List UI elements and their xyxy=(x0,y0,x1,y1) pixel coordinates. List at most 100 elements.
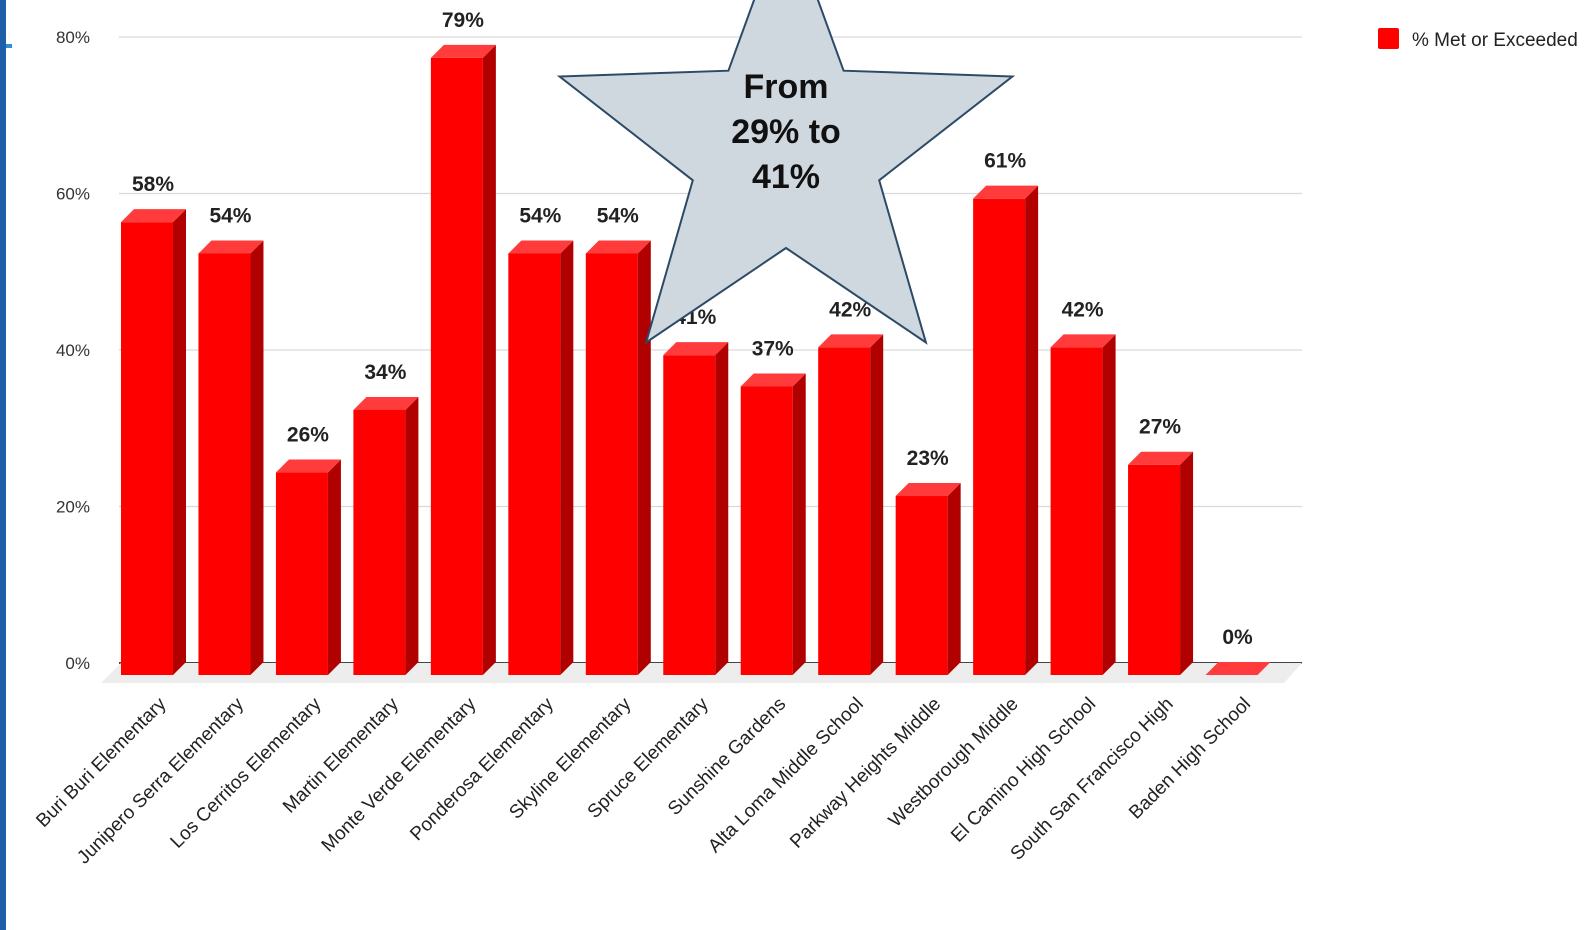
bar-front xyxy=(973,198,1026,676)
bar-top xyxy=(1205,662,1271,675)
bar-side xyxy=(405,396,419,675)
data-label: 34% xyxy=(364,361,406,384)
star-shape xyxy=(556,0,1016,345)
bar xyxy=(353,396,419,675)
bar-side xyxy=(870,334,884,675)
bar-top xyxy=(973,185,1039,199)
bar xyxy=(973,185,1039,676)
category-label: El Camino High School xyxy=(947,694,1100,847)
bar-top xyxy=(430,44,496,58)
bar-front xyxy=(430,57,483,675)
bar-top xyxy=(585,240,651,254)
bar-front xyxy=(353,409,406,675)
data-label: 54% xyxy=(209,204,251,227)
bar xyxy=(1128,451,1194,675)
data-label: 79% xyxy=(442,9,484,32)
data-label: 42% xyxy=(829,298,871,321)
legend: % Met or Exceeded xyxy=(1378,28,1578,51)
bar xyxy=(663,342,729,675)
data-label: 0% xyxy=(1222,626,1253,649)
callout-line-2: 29% to xyxy=(731,113,841,151)
bar-side xyxy=(327,459,341,675)
category-label: Parkway Heights Middle xyxy=(786,694,945,853)
data-label: 23% xyxy=(907,447,949,470)
category-label: South San Francisco High xyxy=(1007,694,1178,865)
category-label: Ponderosa Elementary xyxy=(406,693,558,845)
bar-top xyxy=(818,334,884,348)
data-label: 54% xyxy=(519,204,561,227)
y-tick-label: 40% xyxy=(56,341,90,360)
bar-top xyxy=(663,342,729,356)
left-accent-bar xyxy=(0,0,6,930)
bar-top xyxy=(1128,451,1194,465)
bar-front xyxy=(740,386,793,675)
star-callout: From 29% to 41% xyxy=(556,0,1016,345)
data-label: 54% xyxy=(597,204,639,227)
y-tick-label: 0% xyxy=(65,654,90,673)
bar-side xyxy=(715,342,729,675)
bar-side xyxy=(1102,334,1116,675)
bar xyxy=(818,334,884,675)
callout-line-1: From xyxy=(744,68,829,106)
bar-front xyxy=(508,253,561,675)
category-label: Alta Loma Middle School xyxy=(704,694,867,857)
bar-top xyxy=(353,396,419,410)
bar-front xyxy=(198,253,251,675)
category-label: Westborough Middle xyxy=(885,694,1023,832)
bar-top xyxy=(1050,334,1116,348)
bar-top xyxy=(198,240,264,254)
bar xyxy=(1050,334,1116,675)
data-label: 37% xyxy=(752,337,794,360)
bar-front xyxy=(275,472,328,675)
bar-front xyxy=(121,222,173,675)
data-label: 26% xyxy=(287,424,329,447)
bar-side xyxy=(1180,451,1194,675)
data-labels: 58% 54% 26% 34% 79% 54% 54% 41% 37% 42% 23% 61% 42% 2… xyxy=(132,9,1253,649)
bar-front xyxy=(663,355,716,675)
bars xyxy=(121,44,1271,676)
bar-front xyxy=(1128,464,1181,675)
y-tick-label: 20% xyxy=(56,498,90,517)
bar xyxy=(740,373,806,675)
bar-side xyxy=(173,209,186,675)
y-axis-ticks: 0% 20% 40% 60% 80% xyxy=(56,28,90,673)
bar xyxy=(198,240,264,675)
bar-top xyxy=(740,373,806,387)
left-accent-tick xyxy=(6,44,12,48)
bar xyxy=(121,209,186,675)
bar-side xyxy=(792,373,806,675)
bar-top xyxy=(275,459,341,473)
callout-line-3: 41% xyxy=(752,158,820,196)
bar-front xyxy=(818,347,871,675)
category-label: Los Cerritos Elementary xyxy=(167,693,326,852)
y-tick-label: 80% xyxy=(56,28,90,47)
bar-front xyxy=(585,253,638,675)
bar-side xyxy=(560,240,574,675)
bar-side xyxy=(947,483,961,675)
bar xyxy=(508,240,574,675)
legend-label: % Met or Exceeded xyxy=(1412,30,1578,51)
bar xyxy=(585,240,651,675)
legend-swatch xyxy=(1378,28,1399,49)
bar-top xyxy=(508,240,574,254)
bar-side xyxy=(637,240,651,675)
category-label: Monte Verde Elementary xyxy=(318,693,481,856)
y-tick-label: 60% xyxy=(56,185,90,204)
bar xyxy=(895,483,961,675)
data-label: 58% xyxy=(132,173,174,196)
bar-side xyxy=(482,44,496,675)
data-label: 27% xyxy=(1139,416,1181,439)
data-label: 42% xyxy=(1062,298,1104,321)
bar-side xyxy=(1025,185,1039,676)
bar-front xyxy=(1050,347,1103,675)
bar-side xyxy=(250,240,264,675)
data-label: 61% xyxy=(984,150,1026,173)
bar xyxy=(430,44,496,675)
bar-front xyxy=(895,496,948,675)
bar-top xyxy=(895,483,961,497)
bar xyxy=(275,459,341,675)
bar xyxy=(1205,662,1271,675)
bar-top xyxy=(121,209,186,223)
